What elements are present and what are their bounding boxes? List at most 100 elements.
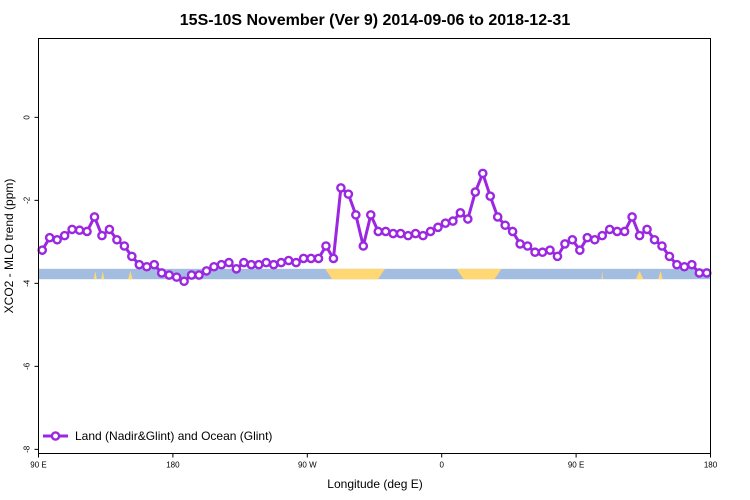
data-point [388, 228, 398, 239]
data-point [97, 230, 107, 241]
data-point [701, 268, 712, 278]
land-segment [325, 268, 385, 280]
y-axis-label: XCO2 - MLO trend (ppm) [2, 179, 16, 314]
data-point [119, 241, 130, 251]
data-point [179, 276, 189, 287]
data-point [560, 239, 570, 249]
data-point [500, 220, 510, 231]
data-point [455, 207, 466, 218]
x-tick-label: 90 E [568, 461, 584, 470]
data-point [537, 247, 548, 258]
data-point [410, 228, 421, 239]
data-point [448, 216, 458, 226]
data-point [522, 241, 533, 251]
data-point [395, 228, 406, 239]
data-point [209, 261, 219, 272]
y-tick-label: -8 [23, 445, 32, 453]
data-point [597, 230, 608, 241]
x-tick-label: 90 E [30, 461, 46, 470]
data-point [545, 245, 555, 255]
data-point [433, 222, 443, 233]
data-point [127, 251, 137, 262]
y-axis: 0 -2 -4 -6 -8 [23, 115, 39, 453]
data-point [44, 232, 55, 243]
data-point [657, 241, 667, 251]
data-point [567, 234, 578, 245]
data-point [351, 210, 361, 220]
land-spike [601, 270, 603, 280]
land-spike [658, 270, 663, 280]
data-point [627, 212, 637, 222]
data-point [283, 255, 294, 266]
data-point [687, 259, 697, 270]
data-point [575, 245, 585, 255]
data-point [89, 212, 100, 222]
data-point [425, 226, 436, 237]
data-point [679, 261, 690, 272]
data-point [291, 257, 301, 268]
data-point [582, 232, 593, 243]
data-point [373, 226, 384, 237]
legend-marker [50, 431, 61, 441]
data-point [343, 189, 354, 199]
data-point [306, 253, 316, 264]
data-point [642, 224, 652, 235]
data-point [440, 218, 451, 228]
data-point [276, 257, 286, 268]
data-point [112, 234, 122, 245]
x-tick-label: 180 [704, 461, 718, 470]
data-point [612, 226, 622, 237]
data-point [261, 257, 272, 268]
land-ocean-strip [38, 268, 711, 280]
y-tick-label: -4 [23, 279, 32, 287]
data-point [492, 212, 503, 222]
plot-frame [38, 38, 711, 454]
data-point [507, 226, 518, 237]
data-point [149, 259, 160, 270]
data-point [380, 226, 391, 237]
y-tick-label: -2 [23, 196, 32, 204]
data-point [418, 230, 428, 241]
data-point [672, 259, 682, 270]
data-point [67, 224, 77, 235]
data-point [365, 210, 376, 220]
data-point [664, 251, 675, 262]
data-point [589, 234, 600, 245]
data-point [649, 234, 660, 245]
data-point [358, 241, 369, 251]
data-point [52, 234, 62, 245]
x-axis-label: Longitude (deg E) [327, 477, 422, 491]
data-point [59, 230, 70, 241]
data-point [239, 257, 249, 268]
land-spike [101, 270, 105, 280]
x-tick-label: 90 W [298, 461, 317, 470]
data-point [156, 268, 167, 278]
data-point [37, 245, 48, 255]
legend-label: Land (Nadir&Glint) and Ocean (Glint) [75, 429, 272, 443]
data-point [336, 183, 346, 193]
data-point [231, 264, 242, 274]
data-point [268, 259, 279, 270]
x-tick-label: 180 [166, 461, 180, 470]
data-point [328, 253, 339, 264]
data-point [201, 266, 212, 276]
data-point [74, 225, 85, 236]
x-axis: 90 E 180 90 W 0 90 E 180 [30, 453, 718, 470]
data-point [470, 187, 481, 197]
data-point [552, 251, 563, 262]
chart-title: 15S-10S November (Ver 9) 2014-09-06 to 2… [180, 12, 571, 29]
legend: Land (Nadir&Glint) and Ocean (Glint) [43, 429, 272, 443]
data-point [216, 259, 227, 270]
data-point [321, 241, 331, 251]
data-point [619, 226, 630, 237]
data-point [82, 226, 92, 237]
data-point [253, 259, 264, 270]
y-tick-label: 0 [23, 115, 32, 120]
data-point [634, 230, 645, 241]
data-point [604, 224, 615, 235]
data-point [246, 259, 257, 270]
data-point [463, 214, 473, 224]
series-group [37, 168, 712, 287]
data-point [164, 270, 174, 280]
data-point [477, 168, 488, 179]
